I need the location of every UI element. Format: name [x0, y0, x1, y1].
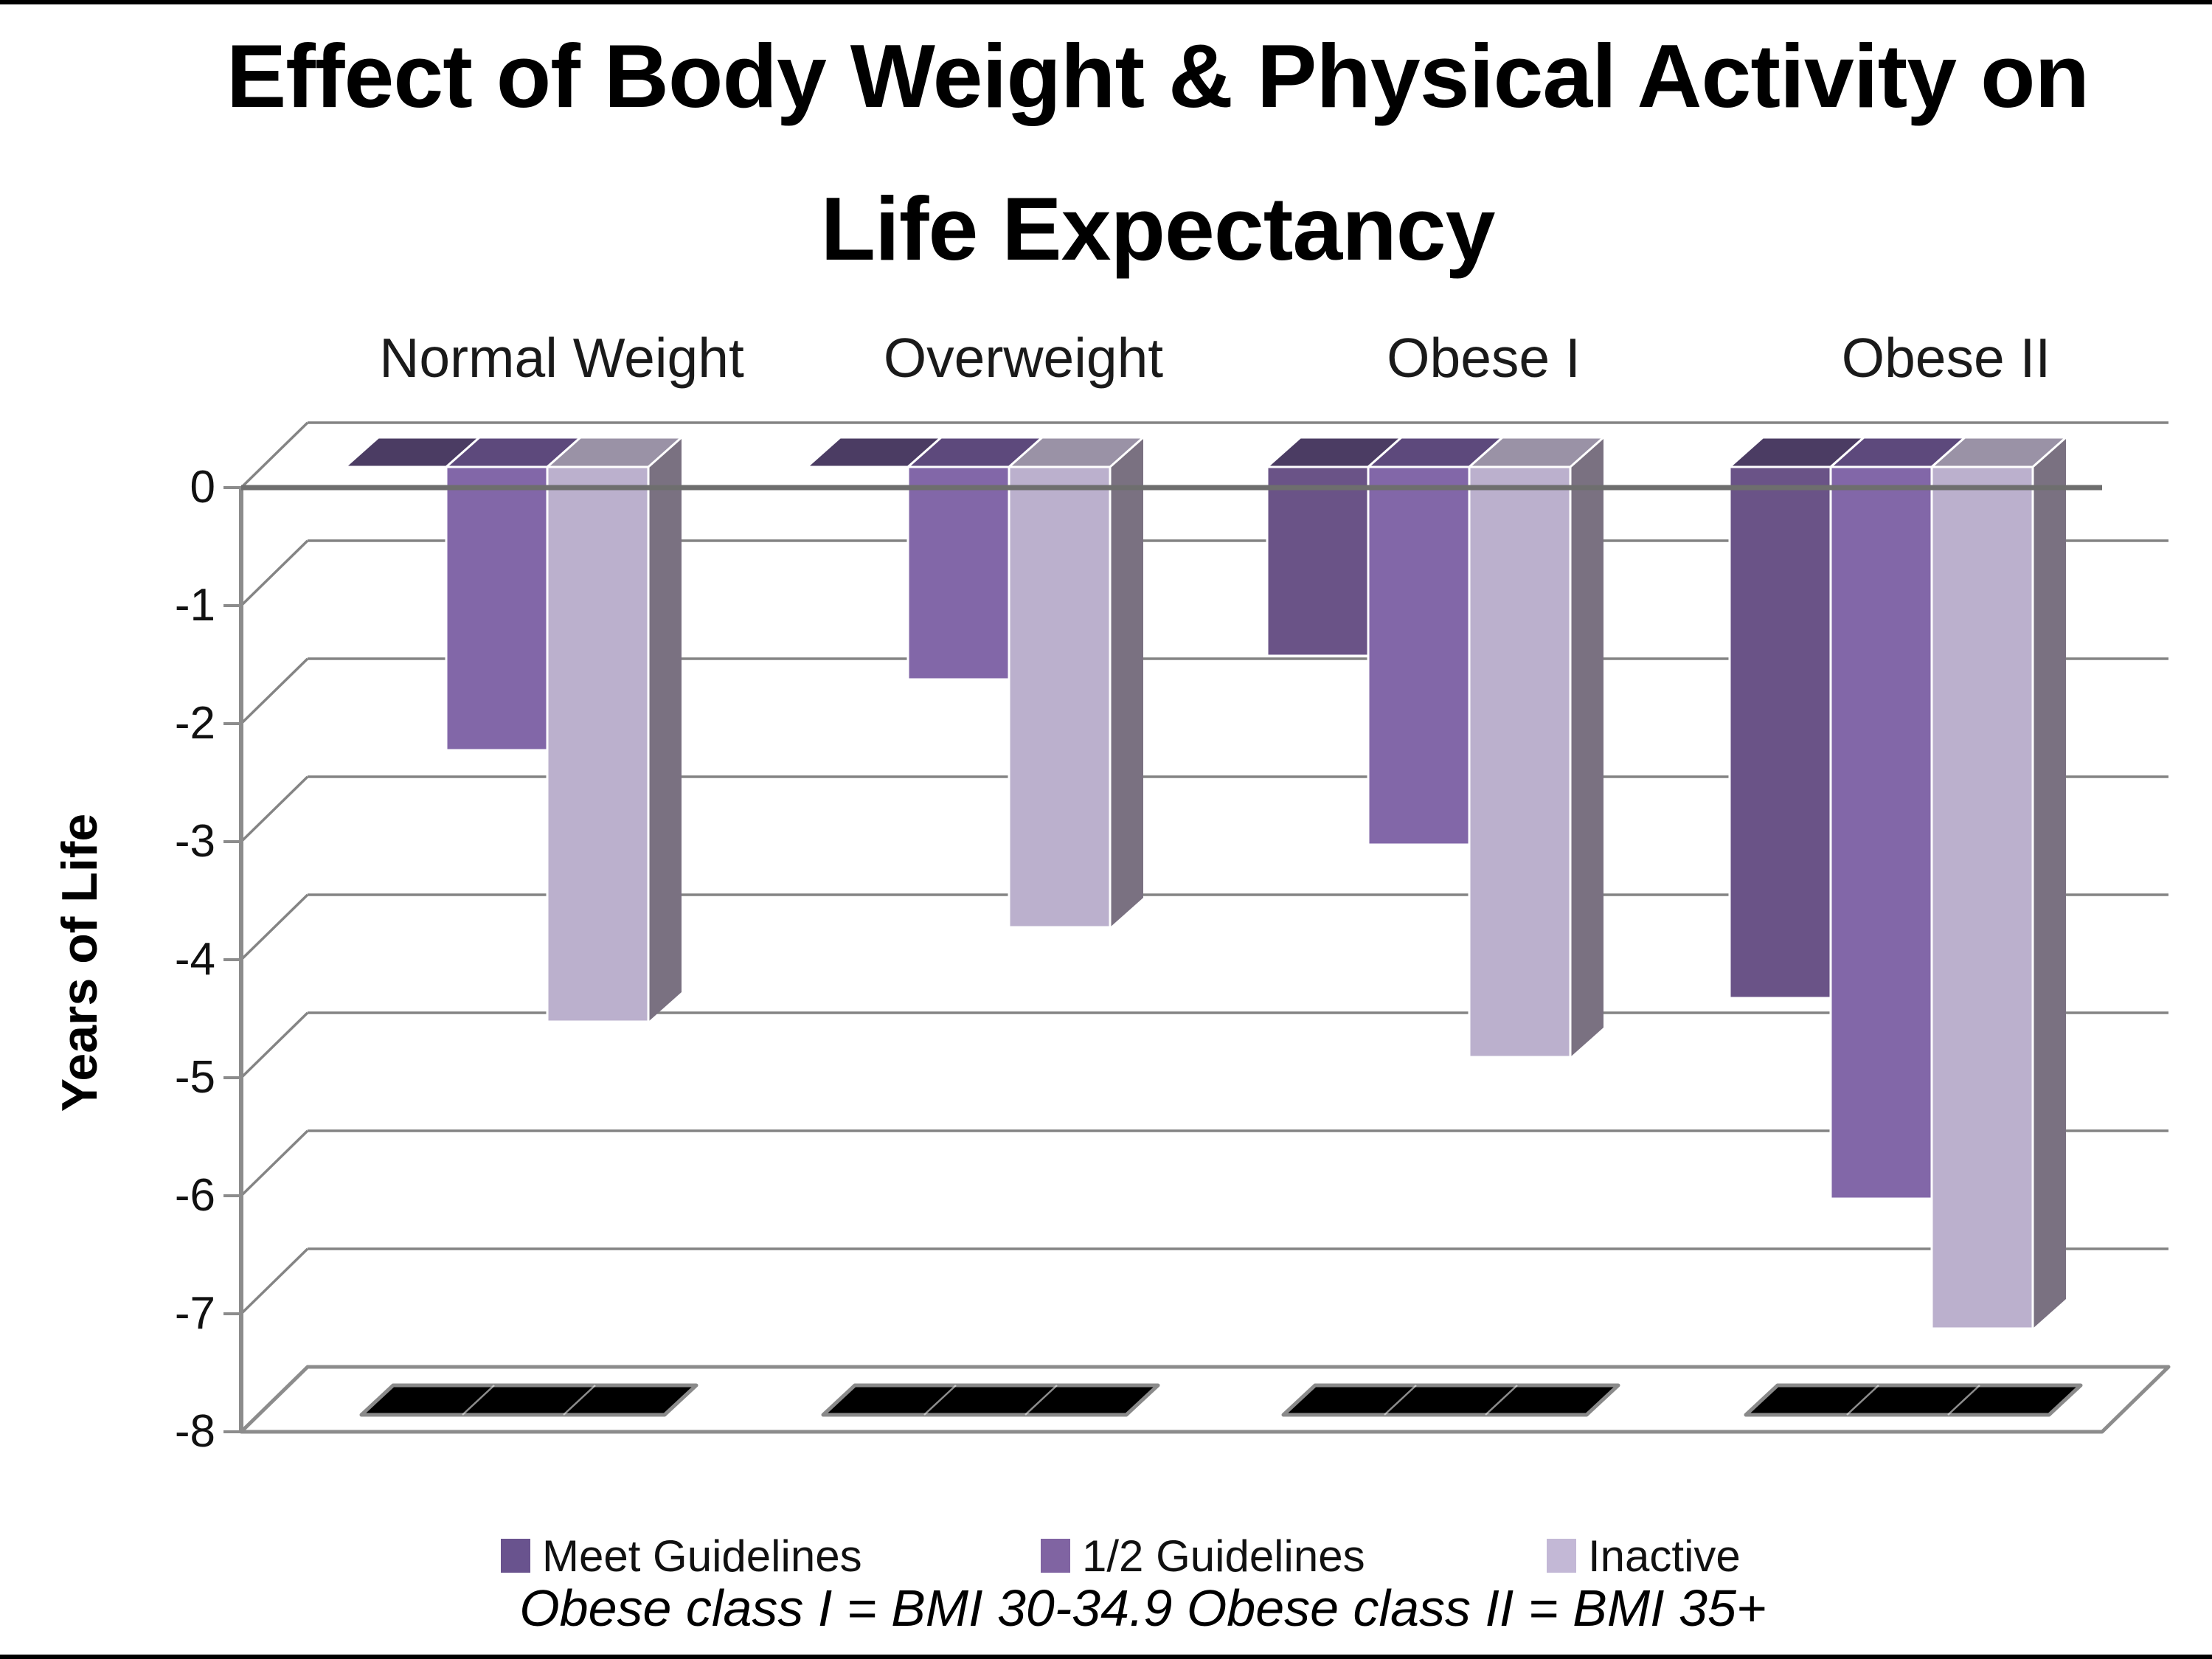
- floor-shadow-divider: [1024, 1385, 1058, 1416]
- legend-swatch-meet-guidelines-icon: [501, 1539, 530, 1573]
- bar-front-1/2 Guidelines-Obese II: [1829, 465, 1933, 1200]
- tick-label-0: 0: [190, 462, 215, 513]
- bar-front-1/2 Guidelines-Obese I: [1367, 465, 1471, 846]
- floor-shadow-divider: [1947, 1385, 1980, 1416]
- floor-shadow-strip-2: [1281, 1383, 1620, 1417]
- bar-top-Inactive-Normal Weight: [546, 436, 683, 468]
- floor-shadow-strip-1: [821, 1383, 1160, 1417]
- gridline-sidewall--1: [240, 539, 309, 607]
- gridline-sidewall--4: [240, 893, 309, 961]
- bar-side-Inactive-Obese II: [2033, 437, 2066, 1329]
- gridline-sidewall--3: [240, 775, 309, 843]
- tick-label-neg2: -2: [174, 698, 215, 749]
- bar-top-Inactive-Obese I: [1468, 436, 1605, 468]
- bar-front-Inactive-Obese II: [1930, 465, 2034, 1330]
- tick-label-neg6: -6: [174, 1170, 215, 1221]
- category-label-obese-2: Obese II: [1841, 327, 2051, 389]
- legend-label-half-guidelines: 1/2 Guidelines: [1082, 1531, 1365, 1581]
- bar-front-Meet Guidelines-Obese II: [1728, 465, 1832, 1000]
- tick-label-neg1: -1: [174, 580, 215, 631]
- top-border-line: [0, 0, 2212, 4]
- bar-top-Inactive-Obese II: [1930, 436, 2067, 468]
- gridline-sidewall--6: [240, 1129, 309, 1197]
- category-label-overweight: Overweight: [883, 327, 1164, 389]
- tick-label-neg7: -7: [174, 1288, 215, 1339]
- gridline-sidewall--2: [240, 657, 309, 725]
- bar-front-Inactive-Normal Weight: [546, 465, 650, 1023]
- bar-side-Inactive-Normal Weight: [648, 437, 682, 1022]
- legend: Meet Guidelines 1/2 Guidelines Inactive: [0, 1525, 2212, 1592]
- floor-shadow-divider: [1846, 1385, 1879, 1416]
- floor-shadow-divider: [1384, 1385, 1417, 1416]
- tick-label-neg5: -5: [174, 1052, 215, 1103]
- bar-front-Inactive-Overweight: [1008, 465, 1112, 929]
- bar-side-Inactive-Obese I: [1570, 437, 1603, 1057]
- chart-title: Effect of Body Weight & Physical Activit…: [103, 0, 2212, 306]
- gridline-sidewall--5: [240, 1011, 309, 1079]
- floor-shadow-strip-0: [359, 1383, 698, 1417]
- legend-swatch-half-guidelines-icon: [1041, 1539, 1070, 1573]
- bar-front-1/2 Guidelines-Normal Weight: [445, 465, 549, 752]
- floor-shadow-divider: [462, 1385, 495, 1416]
- tick-label-neg3: -3: [174, 816, 215, 867]
- tick-label-neg8: -8: [174, 1406, 215, 1457]
- bar-side-Inactive-Overweight: [1110, 437, 1143, 927]
- legend-label-inactive: Inactive: [1588, 1531, 1741, 1581]
- floor-shadow-strip-3: [1744, 1383, 2083, 1417]
- bar-front-1/2 Guidelines-Overweight: [906, 465, 1010, 681]
- floor-shadow-divider: [563, 1385, 596, 1416]
- chart-title-line1: Effect of Body Weight & Physical Activit…: [226, 26, 2090, 126]
- tick-label-neg4: -4: [174, 934, 215, 985]
- floor-shadow-divider: [923, 1385, 957, 1416]
- gridline-sidewall--7: [240, 1247, 309, 1315]
- floor-shadow-divider: [1485, 1385, 1518, 1416]
- category-label-normal-weight: Normal Weight: [379, 327, 744, 389]
- chart-title-line2: Life Expectancy: [820, 179, 1496, 280]
- floor-outline: [239, 1365, 2171, 1434]
- bar-front-Meet Guidelines-Obese I: [1266, 465, 1370, 657]
- bar-front-Inactive-Obese I: [1468, 465, 1572, 1059]
- gridline-sidewall-0: [240, 421, 309, 489]
- bottom-border-line: [0, 1655, 2212, 1659]
- category-label-obese-1: Obese I: [1387, 327, 1581, 389]
- legend-swatch-inactive-icon: [1547, 1539, 1576, 1573]
- bar-top-Inactive-Overweight: [1008, 436, 1145, 468]
- legend-label-meet-guidelines: Meet Guidelines: [542, 1531, 862, 1581]
- footnote-bmi-definitions: Obese class I = BMI 30-34.9 Obese class …: [519, 1579, 1767, 1637]
